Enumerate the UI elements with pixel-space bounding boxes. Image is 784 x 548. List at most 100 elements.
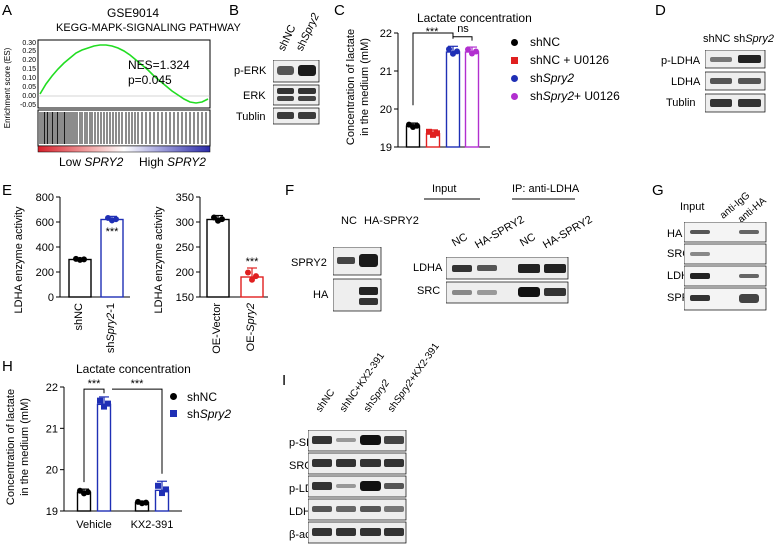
chart-h-title: Lactate concentration (76, 362, 191, 376)
panel-label-c: C (334, 2, 345, 19)
gsea-es-frame (37, 39, 211, 109)
svg-text:-0.05: -0.05 (20, 102, 36, 109)
blot-d-row-tublin: Tublin (666, 97, 696, 109)
legend-entry: sh Spry2 + U0126 (511, 87, 620, 105)
blot-i-membranes (308, 430, 407, 544)
x-tick-label: shNC (73, 303, 85, 331)
x-tick-label: OE-Vector (211, 303, 223, 354)
legend-circle-marker (511, 74, 518, 82)
legend-circle-marker (511, 92, 518, 100)
blot-i-row-src: SRC (289, 460, 313, 472)
sig-label: *** (106, 226, 120, 238)
blot-b-row-perk: p-ERK (234, 65, 267, 77)
blot-d-membranes (705, 50, 766, 113)
legend-entry: sh Spry2 (170, 405, 231, 422)
data-point (253, 273, 259, 280)
gsea-pvalue: p=0.045 (128, 73, 172, 87)
bar (464, 51, 480, 148)
data-point (414, 122, 420, 129)
blot-f-bracket-lines (424, 198, 575, 200)
blot-f-row-src: SRC (417, 285, 441, 297)
blot-f-left-lanes: NC HA-SPRY2 (337, 177, 419, 227)
sig-bracket (412, 32, 454, 106)
data-point (97, 397, 103, 404)
gsea-rank-gradient (37, 145, 211, 153)
x-tick-label: shSpry2-1 (105, 303, 117, 353)
sig-label: *** (246, 256, 260, 268)
blot-d-row-pldha: p-LDHA (661, 55, 701, 67)
blot-f-left-lane-nc: NC (341, 215, 357, 227)
legend-entry: shNC (170, 388, 231, 405)
panel-label-h: H (2, 358, 13, 375)
panel-label-e: E (2, 182, 13, 199)
data-point (219, 216, 225, 223)
data-point (454, 48, 460, 55)
blot-g-membranes (684, 222, 767, 311)
blot-i-lane-4: shSpry2+KX2-391 (386, 341, 442, 415)
data-point (211, 214, 217, 221)
y-tick-label: 200 (176, 267, 194, 279)
chart-c-title: Lactate concentration (417, 11, 532, 25)
gsea-y-axis-label: Enrichment score (ES) (3, 47, 12, 128)
chart-h-legend: shNC sh Spry2 (170, 388, 231, 422)
data-point (426, 128, 432, 135)
data-point (85, 489, 91, 496)
gsea-hit-lines (39, 112, 207, 144)
y-tick-label: 400 (36, 242, 54, 254)
data-point (155, 482, 161, 489)
legend-circle-marker (511, 38, 518, 46)
bar (206, 218, 230, 298)
data-point (249, 276, 255, 283)
data-point (434, 130, 440, 137)
legend-square-marker (511, 56, 518, 64)
chart-c-ylabel-1: Concentration of lactate (345, 29, 357, 145)
blot-f-right-membranes (446, 257, 569, 304)
y-tick-label: 350 (176, 192, 194, 204)
blot-f-right-lane-4: HA-SPRY2 (541, 213, 595, 252)
legend-entry: sh Spry2 (511, 69, 620, 87)
y-tick-label: 21 (380, 66, 392, 78)
gsea-enrichment-curve (39, 44, 209, 104)
chart-h: Concentration of lactate in the medium (… (5, 378, 182, 531)
blot-g-lane-input: Input (680, 201, 705, 213)
bar (68, 258, 92, 298)
legend-square-marker (170, 410, 177, 417)
data-point (245, 269, 251, 276)
blot-g-lane-labels: Input anti-IgG anti-HA (680, 185, 780, 230)
data-point (159, 490, 165, 497)
blot-f-row-ha: HA (313, 289, 329, 301)
gsea-y-ticks: 0.300.25 0.20 0.15 0.10 0.05 0.00 -0.05 (20, 40, 36, 109)
data-point (473, 48, 479, 55)
data-point (113, 216, 119, 223)
blot-d-row-ldha: LDHA (671, 76, 701, 88)
chart-c: Concentration of lactate in the medium (… (345, 25, 490, 154)
blot-i-lane-labels: shNC shNC+KX2-391 shSpry2 shSpry2+KX2-39… (308, 341, 442, 414)
panel-label-b: B (229, 2, 240, 19)
svg-text:0.05: 0.05 (22, 84, 36, 91)
blot-f-left-lane-ha: HA-SPRY2 (364, 215, 419, 227)
chart-e: LDHA enzyme activity LDHA enzyme activit… (13, 192, 268, 354)
data-point (101, 403, 107, 410)
bar (96, 403, 112, 512)
data-point (143, 499, 149, 506)
blot-f-input-label: Input (432, 183, 457, 195)
y-tick-label: 20 (380, 104, 392, 116)
panel-label-f: F (285, 182, 295, 199)
sig-bracket (112, 388, 163, 474)
y-tick-label: 800 (36, 192, 54, 204)
ns-label: ns (457, 25, 469, 35)
blot-b-membranes (273, 60, 320, 125)
blot-f-row-ldha: LDHA (413, 262, 443, 274)
x-tick-label: OE-Spry2 (245, 303, 257, 351)
blot-f-left-membranes (333, 247, 382, 312)
data-point (105, 400, 111, 407)
y-tick-label: 22 (46, 382, 58, 394)
data-point (465, 46, 471, 53)
y-tick-label: 150 (176, 292, 194, 304)
panel-label-g: G (652, 182, 664, 199)
y-tick-label: 22 (380, 28, 392, 40)
legend-entry: shNC (511, 33, 620, 51)
x-tick-label: Vehicle (76, 519, 111, 531)
chart-h-ylabel-1: Concentration of lactate (5, 389, 17, 505)
blot-d-lane-shnc: shNC (703, 33, 731, 45)
